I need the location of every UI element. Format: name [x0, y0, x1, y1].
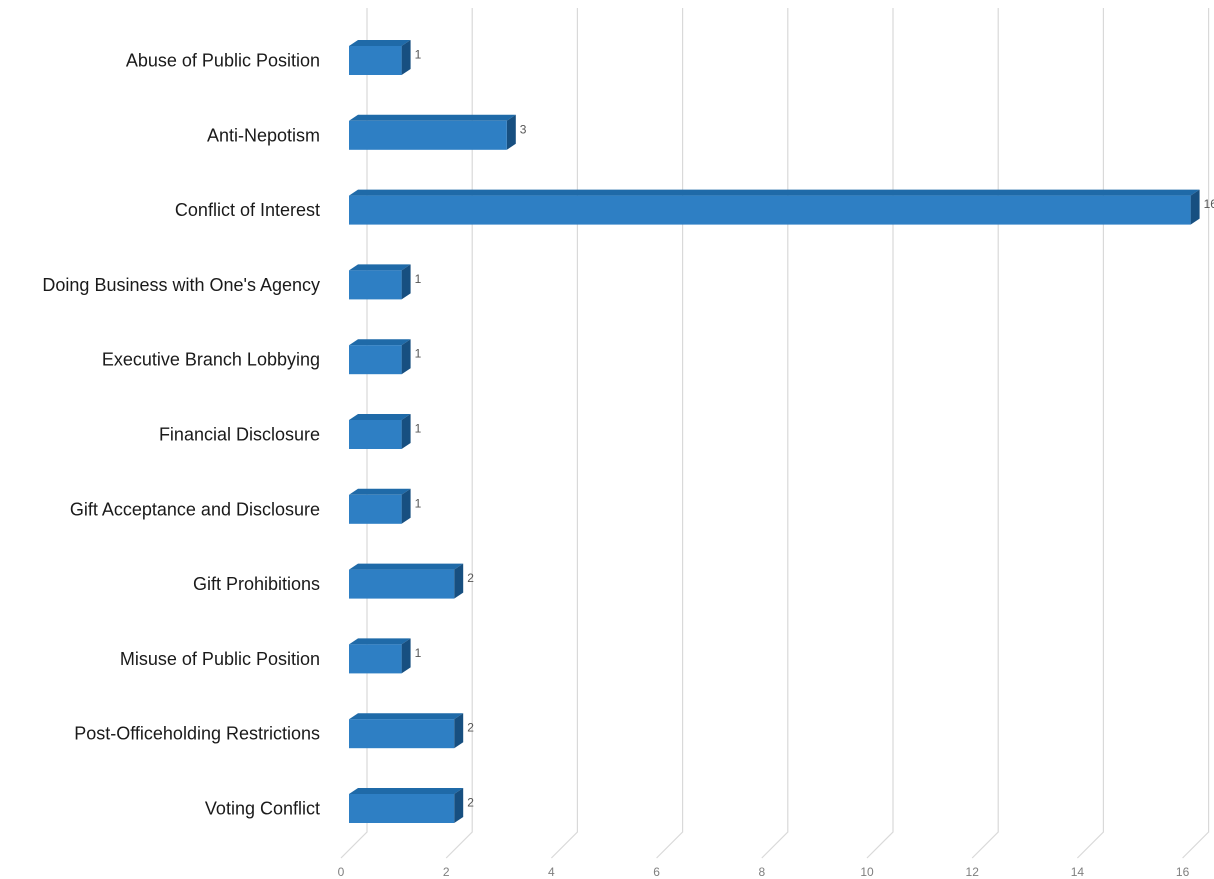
category-label: Financial Disclosure: [159, 425, 320, 445]
value-label: 3: [520, 122, 527, 136]
x-tick-label: 2: [443, 865, 450, 879]
bar-top-face: [349, 114, 516, 121]
category-label: Executive Branch Lobbying: [102, 350, 320, 370]
bar-side-face: [454, 563, 464, 599]
bar-side-face: [401, 40, 411, 75]
category-label: Gift Prohibitions: [193, 574, 320, 594]
value-label: 16: [1204, 197, 1214, 211]
value-label: 1: [415, 422, 422, 436]
bar-front-face: [349, 420, 402, 449]
bar-front-face: [349, 120, 507, 150]
value-label: 1: [415, 347, 422, 361]
value-label: 1: [415, 646, 422, 660]
x-tick-label: 8: [758, 865, 765, 879]
bar-top-face: [349, 713, 464, 720]
bar-front-face: [349, 270, 402, 300]
gridline: [656, 8, 684, 859]
bar-side-face: [401, 488, 411, 524]
x-tick-label: 12: [966, 865, 980, 879]
bar: [349, 414, 411, 449]
x-tick-label: 16: [1176, 865, 1190, 879]
bar-side-face: [401, 638, 411, 674]
gridline: [971, 8, 999, 859]
category-label: Doing Business with One's Agency: [42, 275, 320, 295]
bar-front-face: [349, 46, 402, 75]
category-label: Anti-Nepotism: [207, 125, 320, 145]
bar: [349, 788, 464, 823]
x-tick-label: 0: [338, 865, 345, 879]
bar-top-face: [349, 563, 464, 570]
x-tick-label: 6: [653, 865, 660, 879]
value-label: 1: [415, 48, 422, 62]
category-labels: Abuse of Public Position Anti-Nepotism Con…: [42, 51, 320, 819]
bar-top-face: [349, 189, 1200, 196]
x-axis-ticks: 0 2 4 6 8 10 12 14 16: [338, 865, 1190, 879]
bar-top-face: [349, 264, 411, 271]
gridline: [1076, 8, 1105, 859]
category-label: Conflict of Interest: [175, 200, 320, 220]
bar: [349, 40, 411, 75]
bars: [349, 40, 1200, 823]
bar: [349, 189, 1200, 225]
value-label: 2: [467, 796, 474, 810]
gridline: [550, 8, 579, 859]
bar: [349, 339, 411, 375]
bar-side-face: [454, 788, 464, 823]
value-label: 1: [415, 272, 422, 286]
bar-front-face: [349, 719, 455, 749]
bar: [349, 488, 411, 524]
bar: [349, 563, 464, 599]
bar-front-face: [349, 195, 1191, 225]
bar-side-face: [401, 339, 411, 375]
category-label: Abuse of Public Position: [126, 51, 320, 71]
bar: [349, 264, 411, 300]
bar-front-face: [349, 794, 455, 823]
value-label: 1: [415, 496, 422, 510]
bar-front-face: [349, 569, 455, 599]
bar-top-face: [349, 40, 411, 46]
value-label: 2: [467, 571, 474, 585]
bar-top-face: [349, 788, 464, 794]
bar-side-face: [401, 264, 411, 300]
bar-front-face: [349, 494, 402, 524]
bar-top-face: [349, 414, 411, 420]
bar-top-face: [349, 339, 411, 346]
gridline: [866, 8, 894, 859]
bar-front-face: [349, 345, 402, 375]
category-label: Post-Officeholding Restrictions: [74, 724, 320, 744]
category-label: Misuse of Public Position: [120, 649, 320, 669]
bar-top-face: [349, 638, 411, 645]
bar-side-face: [401, 414, 411, 449]
bar-front-face: [349, 644, 402, 674]
bar-side-face: [506, 114, 516, 150]
gridline: [761, 8, 789, 859]
x-tick-label: 4: [548, 865, 555, 879]
bar-top-face: [349, 488, 411, 495]
gridlines: [340, 8, 1210, 859]
x-tick-label: 10: [860, 865, 874, 879]
bar-side-face: [1190, 189, 1200, 225]
bar: [349, 114, 516, 150]
gridline: [1182, 8, 1210, 859]
gridline: [445, 8, 473, 859]
bar: [349, 713, 464, 749]
bar: [349, 638, 411, 674]
category-label: Gift Acceptance and Disclosure: [70, 499, 320, 519]
value-label: 2: [467, 721, 474, 735]
data-labels: 1 3 16 1 1 1 1 2 1 2 2: [415, 48, 1214, 810]
bar-side-face: [454, 713, 464, 749]
x-tick-label: 14: [1071, 865, 1085, 879]
category-label: Voting Conflict: [205, 799, 320, 819]
